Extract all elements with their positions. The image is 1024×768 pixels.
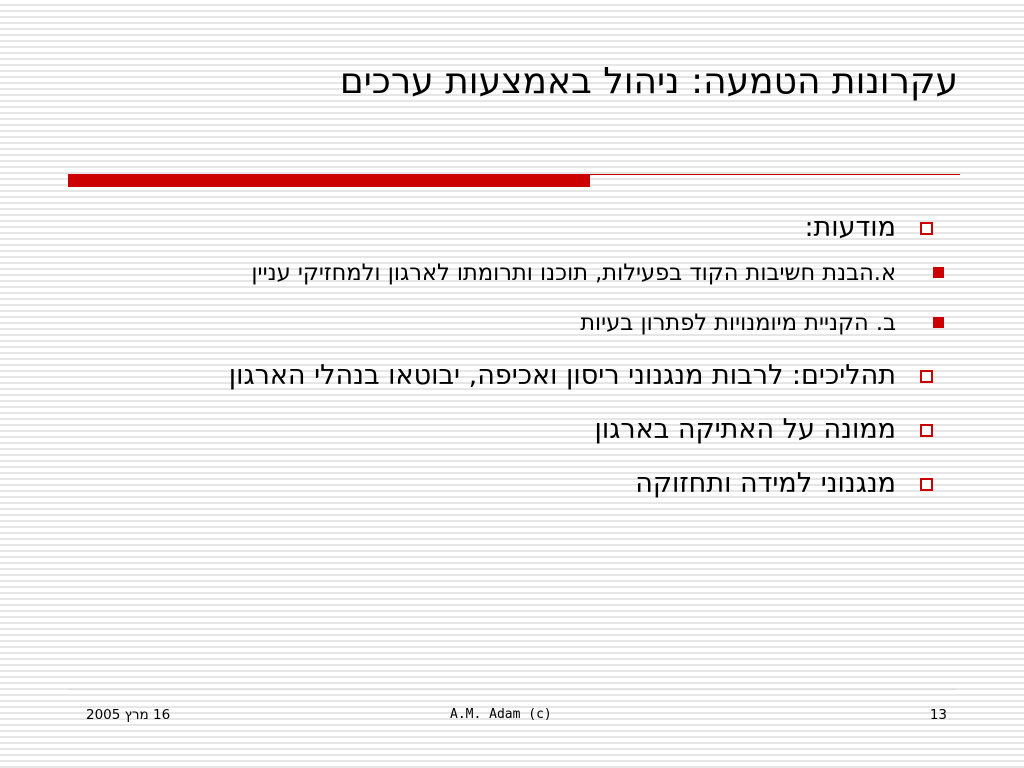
bullet-text: תהליכים: לרבות מנגנוני ריסון ואכיפה, יבו… (228, 360, 896, 391)
bullet-item-learning-mechanisms: מנגנוני למידה ותחזוקה (68, 464, 948, 504)
bullet-text: מודעות: (804, 212, 896, 243)
bullet-item-awareness: מודעות: (68, 208, 948, 248)
footer-author: A.M. Adam (c) (450, 707, 552, 722)
bullet-list: מודעות: א.הבנת חשיבות הקוד בפעילות, תוכנ… (68, 208, 948, 518)
bullet-item-processes: תהליכים: לרבות מנגנוני ריסון ואכיפה, יבו… (68, 356, 948, 396)
slide-title: עקרונות הטמעה: ניהול באמצעות ערכים (339, 61, 958, 102)
sub-bullet-item-understanding: א.הבנת חשיבות הקוד בפעילות, תוכנו ותרומת… (68, 254, 948, 292)
solid-square-bullet-icon (933, 317, 944, 328)
sub-bullet-text: א.הבנת חשיבות הקוד בפעילות, תוכנו ותרומת… (251, 260, 896, 286)
hollow-square-bullet-icon (920, 370, 933, 383)
title-underline-thick (68, 174, 590, 187)
hollow-square-bullet-icon (920, 222, 933, 235)
slide-number: 13 (929, 707, 947, 723)
hollow-square-bullet-icon (920, 424, 933, 437)
bullet-item-ethics-officer: ממונה על האתיקה בארגון (68, 410, 948, 450)
hollow-square-bullet-icon (920, 478, 933, 491)
solid-square-bullet-icon (933, 267, 944, 278)
sub-bullet-text: ב. הקניית מיומנויות לפתרון בעיות (580, 310, 896, 336)
sub-bullet-item-skills: ב. הקניית מיומנויות לפתרון בעיות (68, 304, 948, 342)
footer-divider (68, 689, 956, 690)
bullet-text: מנגנוני למידה ותחזוקה (635, 468, 896, 499)
footer-date: 16 מרץ 2005 (86, 707, 171, 723)
title-underline-thin (590, 174, 960, 175)
bullet-text: ממונה על האתיקה בארגון (594, 414, 896, 445)
